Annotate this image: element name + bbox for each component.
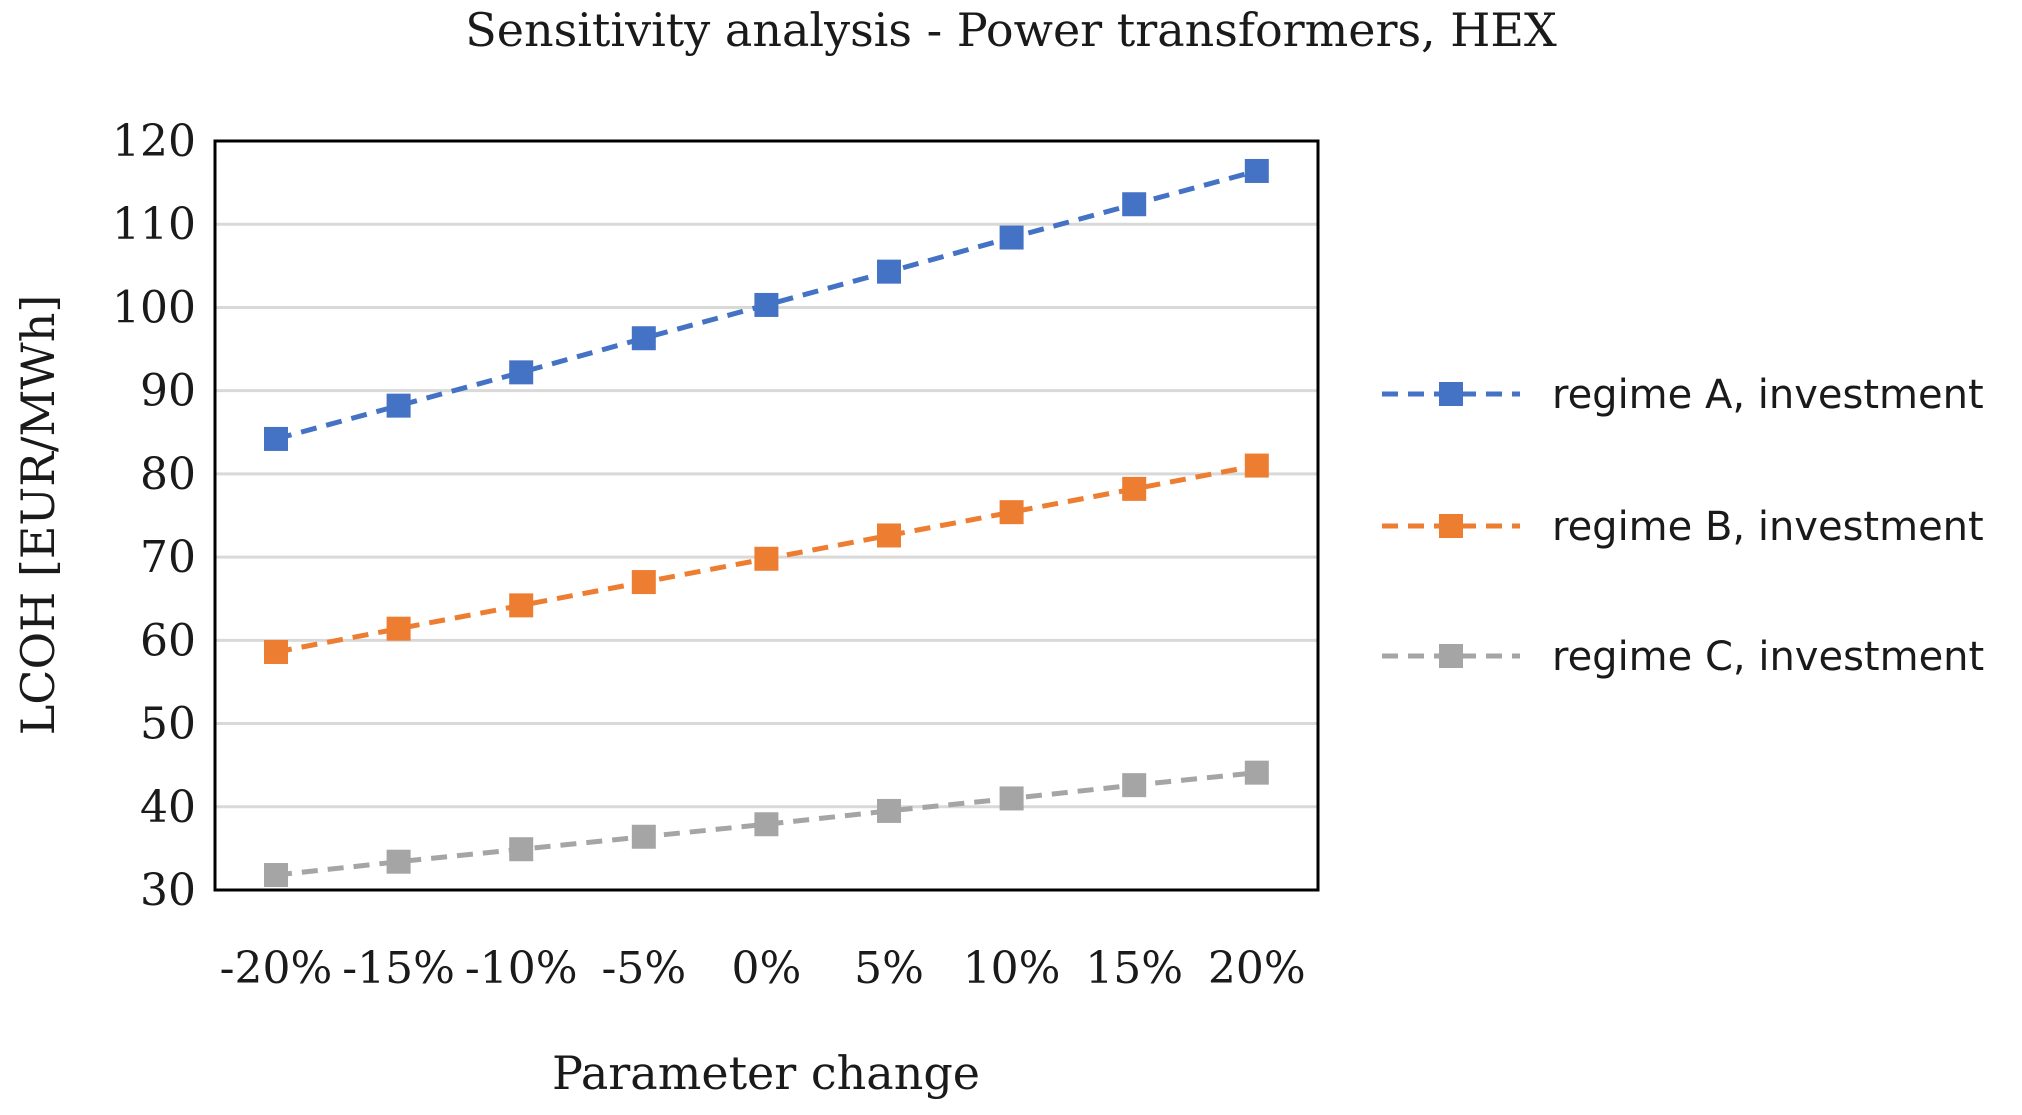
data-point [1122,476,1147,501]
data-point [1244,453,1269,478]
data-point [1122,192,1147,217]
x-tick-label: -5% [601,943,686,994]
data-point [754,546,779,571]
y-tick-label: 50 [140,699,196,750]
data-point [999,500,1024,525]
legend-marker-swatch [1439,382,1463,406]
data-point [754,292,779,317]
data-point [631,824,656,849]
data-point [509,837,534,862]
x-tick-label: 20% [1208,943,1306,994]
y-tick-label: 40 [140,782,196,833]
data-point [754,812,779,837]
data-point [999,225,1024,250]
data-point [877,523,901,548]
data-point [1244,158,1269,183]
x-tick-label: -20% [220,943,333,994]
x-tick-label: -15% [342,943,455,994]
data-point [264,426,288,451]
series-1 [264,158,1269,451]
chart-title: Sensitivity analysis - Power transformer… [465,3,1557,57]
legend-marker-swatch [1439,644,1463,668]
data-point [1244,760,1269,785]
data-point [999,786,1024,811]
legend: regime A, investment regime B, investment… [1382,372,1984,680]
y-tick-label: 110 [112,199,196,250]
y-axis-ticks: 30 40 50 60 70 80 90 100 110 120 [112,116,196,916]
x-axis-title: Parameter change [552,1046,980,1100]
data-point [264,863,288,888]
y-tick-label: 100 [112,282,196,333]
legend-marker-swatch [1439,514,1463,538]
y-tick-label: 120 [112,116,196,167]
x-tick-label: 15% [1085,943,1183,994]
series-line [275,770,1258,878]
data-point [264,639,288,664]
legend-item: regime A, investment [1382,372,1984,418]
y-tick-label: 90 [140,366,196,417]
series-2 [264,453,1269,664]
data-point [631,570,656,595]
data-point [631,326,656,351]
plot-area-frame [213,139,1320,892]
y-tick-label: 60 [140,615,196,666]
data-point [509,360,534,385]
legend-label: regime B, investment [1552,504,1984,550]
legend-label: regime A, investment [1552,372,1984,418]
y-tick-label: 30 [140,865,196,916]
series-layer [264,158,1269,888]
y-axis-title: LCOH [EUR/MWh] [11,295,65,736]
legend-label: regime C, investment [1552,634,1984,680]
x-tick-label: -10% [465,943,578,994]
y-tick-label: 80 [140,449,196,500]
data-point [877,798,901,823]
legend-item: regime C, investment [1382,634,1984,680]
data-point [1122,773,1147,798]
data-point [877,259,901,284]
x-tick-label: 5% [854,943,924,994]
legend-item: regime B, investment [1382,504,1984,550]
x-tick-label: 0% [731,943,801,994]
y-tick-label: 70 [140,532,196,583]
series-3 [264,760,1269,888]
x-tick-label: 10% [963,943,1061,994]
data-point [509,593,534,618]
data-point [386,849,411,874]
data-point [386,393,411,418]
data-point [386,616,411,641]
x-axis-ticks: -20% -15% -10% -5% 0% 5% 10% 15% 20% [220,943,1306,994]
